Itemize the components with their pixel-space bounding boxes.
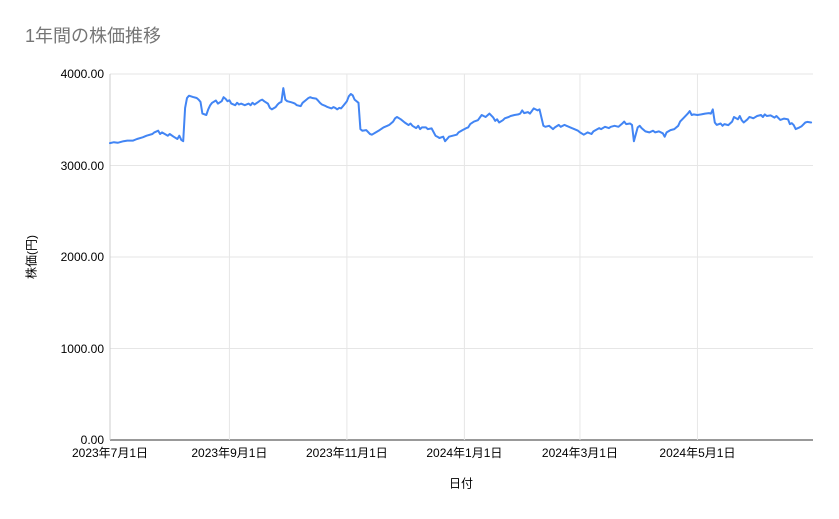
x-tick-label: 2024年5月1日	[659, 446, 736, 460]
x-tick-label: 2023年7月1日	[71, 446, 149, 460]
x-tick-label: 2024年1月1日	[426, 446, 503, 460]
price-line-series	[109, 87, 813, 145]
x-tick-label: 2023年11月1日	[305, 446, 388, 460]
y-tick-label: 2000.00	[60, 250, 104, 264]
y-tick-label: 4000.00	[60, 67, 104, 81]
y-tick-label: 0.00	[80, 433, 104, 447]
x-tick-label: 2024年3月1日	[541, 446, 618, 460]
y-tick-label: 1000.00	[60, 341, 104, 356]
x-tick-label: 2023年9月1日	[191, 446, 268, 460]
x-axis-title: 日付	[448, 476, 474, 491]
chart-title: 1年間の株価推移	[25, 26, 162, 46]
y-tick-label: 3000.00	[60, 158, 104, 173]
